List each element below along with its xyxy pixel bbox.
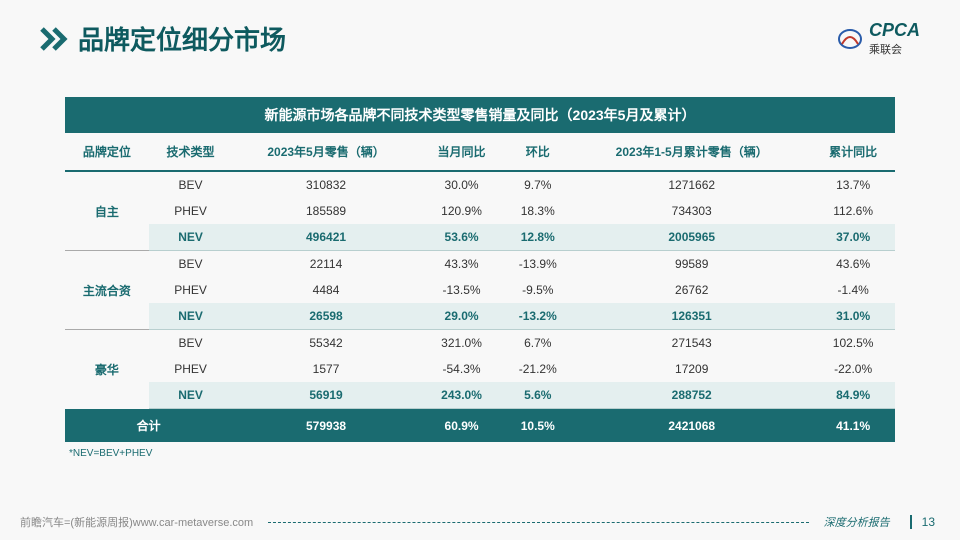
cell: 2005965 (572, 224, 811, 251)
total-cell: 60.9% (420, 409, 504, 443)
table-banner: 新能源市场各品牌不同技术类型零售销量及同比（2023年5月及累计） (65, 97, 895, 133)
col-header: 2023年1-5月累计零售（辆） (572, 133, 811, 171)
cell: 496421 (232, 224, 419, 251)
cell: 31.0% (811, 303, 895, 330)
cell: -21.2% (503, 356, 572, 382)
group-label: 豪华 (65, 330, 149, 409)
logo-sub-text: 乘联会 (869, 41, 920, 57)
cell: -13.5% (420, 277, 504, 303)
cell: 112.6% (811, 198, 895, 224)
sales-table: 品牌定位技术类型2023年5月零售（辆）当月同比环比2023年1-5月累计零售（… (65, 133, 895, 442)
cpca-logo: CPCA 乘联会 (837, 20, 920, 57)
cell: 288752 (572, 382, 811, 409)
logo-icon (837, 26, 863, 52)
col-header: 环比 (503, 133, 572, 171)
cell: 13.7% (811, 171, 895, 198)
cell: 56919 (232, 382, 419, 409)
col-header: 品牌定位 (65, 133, 149, 171)
table-row: 自主BEV31083230.0%9.7%127166213.7% (65, 171, 895, 198)
cell: -13.9% (503, 251, 572, 278)
total-cell: 10.5% (503, 409, 572, 443)
col-header: 技术类型 (149, 133, 233, 171)
cell: 9.7% (503, 171, 572, 198)
cell: PHEV (149, 277, 233, 303)
cell: 126351 (572, 303, 811, 330)
cell: BEV (149, 251, 233, 278)
table-row: PHEV1577-54.3%-21.2%17209-22.0% (65, 356, 895, 382)
cell: 55342 (232, 330, 419, 357)
cell: -13.2% (503, 303, 572, 330)
cell: 1271662 (572, 171, 811, 198)
table-row: NEV56919243.0%5.6%28875284.9% (65, 382, 895, 409)
cell: BEV (149, 330, 233, 357)
cell: -9.5% (503, 277, 572, 303)
cell: 4484 (232, 277, 419, 303)
cell: 43.6% (811, 251, 895, 278)
total-cell: 579938 (232, 409, 419, 443)
cell: 271543 (572, 330, 811, 357)
footer-divider (268, 522, 808, 523)
table-row: NEV2659829.0%-13.2%12635131.0% (65, 303, 895, 330)
cell: 5.6% (503, 382, 572, 409)
cell: NEV (149, 224, 233, 251)
col-header: 当月同比 (420, 133, 504, 171)
cell: 12.8% (503, 224, 572, 251)
cell: NEV (149, 303, 233, 330)
cell: 310832 (232, 171, 419, 198)
slide-header: 品牌定位细分市场 CPCA 乘联会 (0, 0, 960, 72)
source-text: 前瞻汽车=(新能源周报)www.car-metaverse.com (0, 514, 253, 530)
cell: 53.6% (420, 224, 504, 251)
logo-main-text: CPCA (869, 20, 920, 41)
table-footnote: *NEV=BEV+PHEV (65, 442, 895, 459)
cell: 30.0% (420, 171, 504, 198)
cell: 243.0% (420, 382, 504, 409)
cell: 29.0% (420, 303, 504, 330)
total-cell: 2421068 (572, 409, 811, 443)
cell: BEV (149, 171, 233, 198)
cell: -54.3% (420, 356, 504, 382)
cell: 18.3% (503, 198, 572, 224)
cell: 321.0% (420, 330, 504, 357)
cell: PHEV (149, 198, 233, 224)
group-label: 主流合资 (65, 251, 149, 330)
cell: 1577 (232, 356, 419, 382)
table-row: PHEV4484-13.5%-9.5%26762-1.4% (65, 277, 895, 303)
cell: 185589 (232, 198, 419, 224)
title-block: 品牌定位细分市场 (40, 20, 286, 57)
cell: -1.4% (811, 277, 895, 303)
cell: PHEV (149, 356, 233, 382)
slide-footer: 前瞻汽车=(新能源周报)www.car-metaverse.com 深度分析报告… (0, 514, 960, 530)
table-row: 豪华BEV55342321.0%6.7%271543102.5% (65, 330, 895, 357)
table-row: NEV49642153.6%12.8%200596537.0% (65, 224, 895, 251)
cell: 43.3% (420, 251, 504, 278)
page-title: 品牌定位细分市场 (78, 20, 286, 57)
report-label: 深度分析报告 (824, 514, 890, 530)
cell: 734303 (572, 198, 811, 224)
cell: 6.7% (503, 330, 572, 357)
table-row: PHEV185589120.9%18.3%734303112.6% (65, 198, 895, 224)
cell: -22.0% (811, 356, 895, 382)
total-label: 合计 (65, 409, 232, 443)
col-header: 累计同比 (811, 133, 895, 171)
col-header: 2023年5月零售（辆） (232, 133, 419, 171)
cell: 84.9% (811, 382, 895, 409)
cell: 120.9% (420, 198, 504, 224)
cell: 99589 (572, 251, 811, 278)
table-row: 主流合资BEV2211443.3%-13.9%9958943.6% (65, 251, 895, 278)
cell: 17209 (572, 356, 811, 382)
cell: 102.5% (811, 330, 895, 357)
cell: 22114 (232, 251, 419, 278)
group-label: 自主 (65, 171, 149, 251)
total-cell: 41.1% (811, 409, 895, 443)
total-row: 合计57993860.9%10.5%242106841.1% (65, 409, 895, 443)
cell: NEV (149, 382, 233, 409)
page-number: 13 (910, 515, 935, 529)
data-table-container: 新能源市场各品牌不同技术类型零售销量及同比（2023年5月及累计） 品牌定位技术… (65, 97, 895, 459)
cell: 26598 (232, 303, 419, 330)
cell: 37.0% (811, 224, 895, 251)
chevron-right-icon (40, 27, 70, 51)
cell: 26762 (572, 277, 811, 303)
